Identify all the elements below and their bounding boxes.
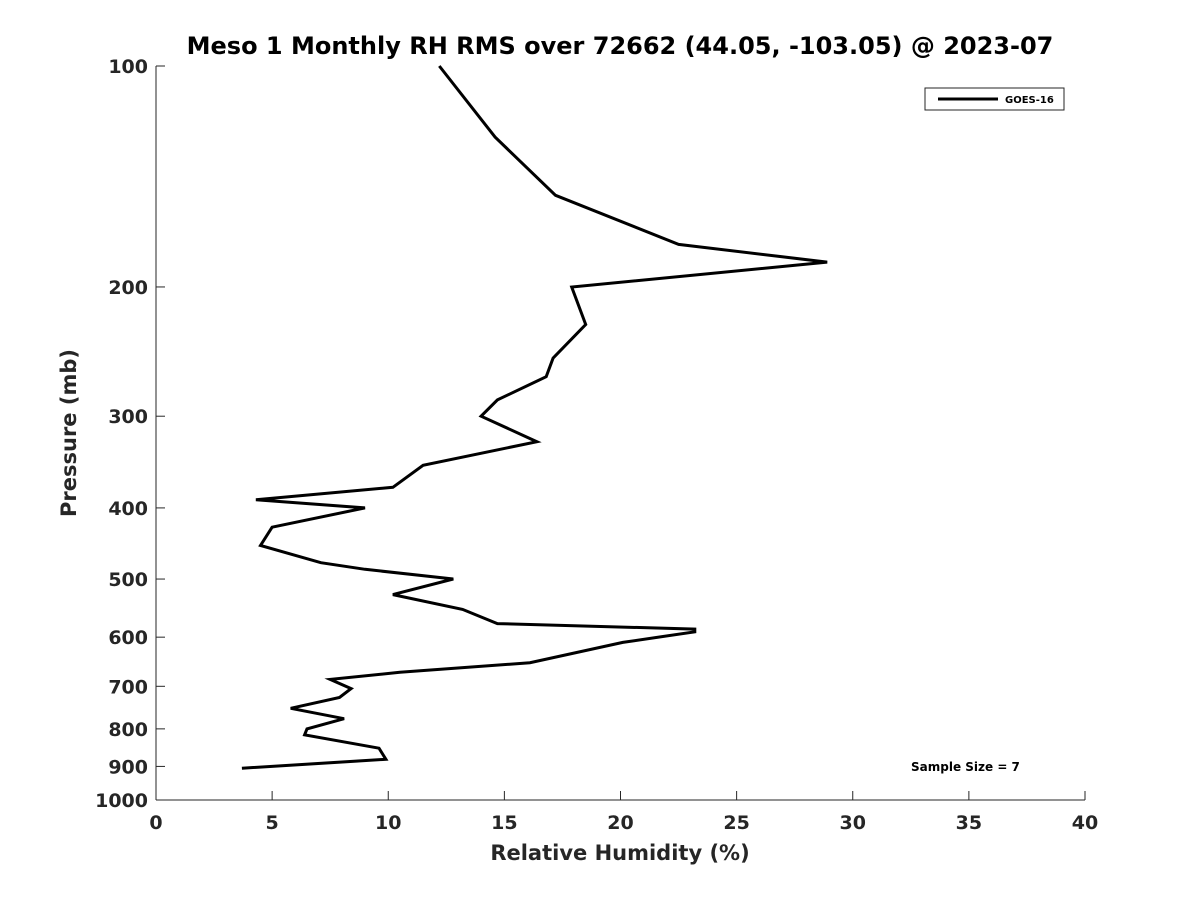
y-tick-label: 400 <box>108 498 148 520</box>
chart-title: Meso 1 Monthly RH RMS over 72662 (44.05,… <box>187 32 1054 60</box>
y-tick-label: 800 <box>108 719 148 741</box>
x-tick-label: 15 <box>491 812 517 834</box>
y-tick-label: 900 <box>108 756 148 778</box>
y-tick-label: 1000 <box>95 790 148 812</box>
y-tick-label: 100 <box>108 56 148 78</box>
x-tick-label: 30 <box>840 812 866 834</box>
x-tick-label: 10 <box>375 812 401 834</box>
y-tick-label: 200 <box>108 277 148 299</box>
x-axis-label: Relative Humidity (%) <box>490 841 749 865</box>
plot-area: 0 5 10 15 20 25 30 35 40 100 200 300 400 500 600 700 800… <box>95 56 1098 834</box>
series-line-goes-16 <box>241 65 828 770</box>
y-axis-label: Pressure (mb) <box>57 349 81 517</box>
x-tick-label: 5 <box>266 812 279 834</box>
x-tick-label: 40 <box>1072 812 1098 834</box>
y-tick-label: 700 <box>108 676 148 698</box>
x-tick-label: 0 <box>149 812 162 834</box>
y-tick-label: 600 <box>108 627 148 649</box>
x-tick-label: 20 <box>607 812 633 834</box>
y-tick-label: 500 <box>108 569 148 591</box>
legend-entry-goes-16: GOES-16 <box>1005 95 1054 106</box>
x-tick-label: 35 <box>956 812 982 834</box>
x-tick-label: 25 <box>723 812 749 834</box>
legend: GOES-16 <box>924 87 1065 111</box>
sample-size-annotation: Sample Size = 7 <box>911 760 1020 774</box>
y-tick-label: 300 <box>108 406 148 428</box>
